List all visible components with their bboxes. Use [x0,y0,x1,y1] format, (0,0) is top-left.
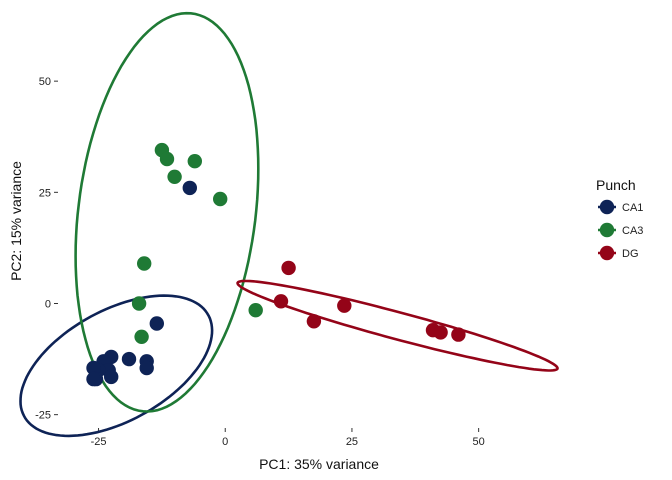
y-tick-label: 25 [39,187,51,199]
y-axis-title: PC2: 15% variance [8,161,24,281]
confidence-ellipses [19,11,559,438]
ellipse-ca1 [19,294,214,438]
x-tick-label: -25 [91,436,107,448]
x-tick-label: 25 [346,436,358,448]
axes: -25 0 25 50 -25 0 25 50 [35,76,485,448]
legend-label: DG [622,248,639,260]
x-axis-title: PC1: 35% variance [259,456,379,472]
point-ca3 [131,296,147,311]
point-ca3 [248,303,263,318]
legend-label: CA1 [622,202,643,214]
legend-key-point [599,199,615,215]
legend-label: CA3 [622,225,643,237]
legend: Punch CA1 CA3 DG [596,177,643,261]
y-tick-label: 0 [45,298,51,310]
legend-title: Punch [596,177,636,193]
point-dg [433,325,448,340]
point-dg [337,298,352,313]
point-ca3 [137,256,152,271]
ellipse-dg [236,279,559,372]
legend-key-point [599,245,615,261]
point-ca3 [167,169,182,184]
y-tick-label: -25 [35,410,51,422]
point-ca1 [86,360,101,376]
point-ca1 [86,371,101,387]
ellipse-ca3 [74,11,260,413]
point-ca3 [134,329,149,344]
point-ca1 [182,180,197,196]
x-tick-label: 0 [222,436,228,448]
point-ca1 [139,360,154,376]
data-points [86,142,466,387]
point-dg [281,260,296,276]
legend-key-point [599,222,615,238]
point-ca1 [104,369,119,385]
point-dg [306,314,322,329]
point-ca1 [149,316,164,331]
point-dg [451,327,466,342]
x-tick-label: 50 [473,436,485,448]
point-ca1 [121,351,137,367]
y-tick-label: 50 [39,76,51,88]
point-ca3 [159,151,175,167]
point-ca3 [213,191,228,207]
point-dg [273,294,289,309]
point-ca3 [187,154,202,169]
